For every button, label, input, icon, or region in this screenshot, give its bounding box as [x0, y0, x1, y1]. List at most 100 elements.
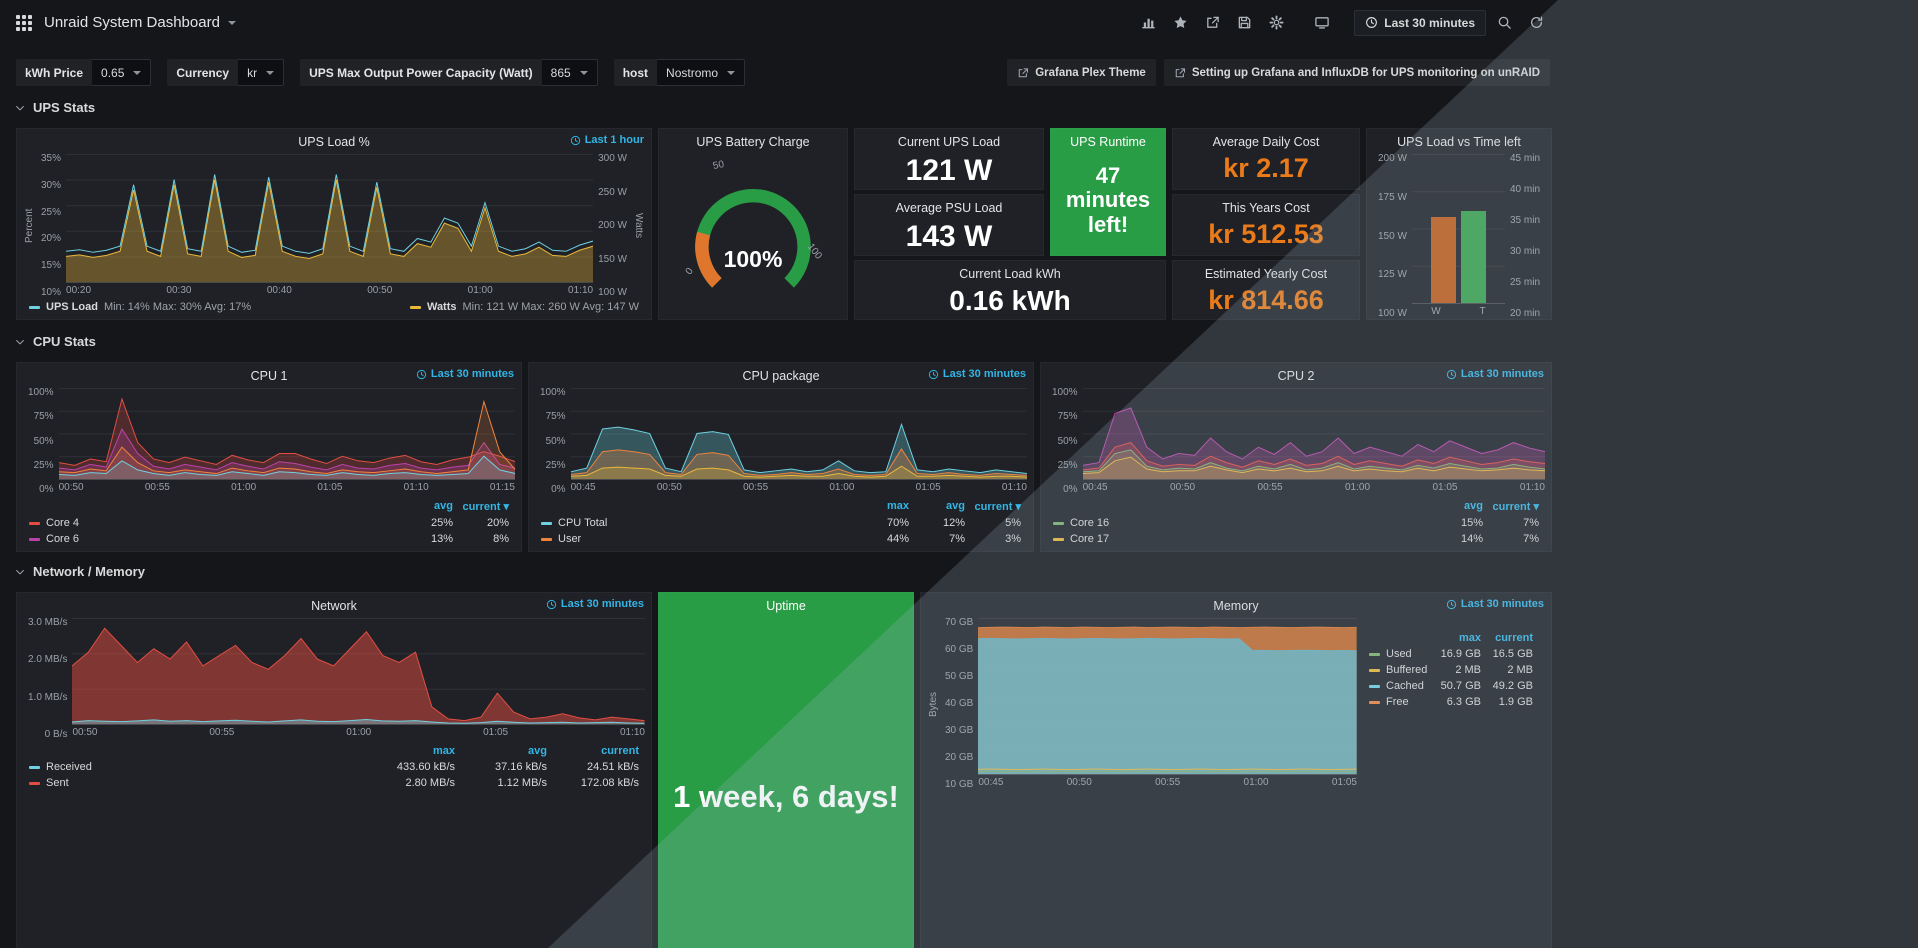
- tick-label: 0 B/s: [44, 728, 68, 740]
- legend-series-label[interactable]: CPU Total: [541, 517, 853, 529]
- refresh-button[interactable]: [1522, 10, 1550, 36]
- tick-label: 00:45: [978, 777, 1004, 788]
- link-setup-guide[interactable]: Setting up Grafana and InfluxDB for UPS …: [1163, 59, 1550, 86]
- time-series-chart: [58, 388, 515, 480]
- tick-label: 50%: [1057, 435, 1078, 447]
- legend-series-label[interactable]: Used: [1369, 648, 1429, 660]
- legend-column-header[interactable]: current ▾: [974, 501, 1021, 513]
- tick-label: 00:20: [66, 285, 92, 296]
- legend-swatch: [1053, 537, 1064, 541]
- variables-bar: kWh Price 0.65 Currency kr UPS Max Outpu…: [0, 45, 1566, 98]
- tick-label: 200 W: [1378, 153, 1407, 164]
- legend-series-label[interactable]: UPS Load Min: 14% Max: 30% Avg: 17%: [29, 301, 251, 313]
- x-axis-ticks: 00:45 00:50 00:55 01:00 01:05 01:10: [571, 480, 1027, 495]
- panel-title: Estimated Yearly Cost: [1204, 266, 1328, 281]
- tv-mode-button[interactable]: [1308, 10, 1336, 36]
- tick-label: W: [1431, 306, 1441, 317]
- y-axis-ticks: 70 GB 60 GB 50 GB 40 GB 30 GB 20 GB 10 GB: [940, 618, 978, 790]
- legend-swatch: [1369, 684, 1380, 688]
- variable-dropdown[interactable]: 0.65: [92, 59, 152, 86]
- legend-series-label[interactable]: Buffered: [1369, 664, 1429, 676]
- tick-label: T: [1479, 306, 1486, 317]
- legend-column-header[interactable]: max: [432, 745, 455, 757]
- external-link-icon: [1175, 67, 1185, 77]
- chart-legend: avg current ▾ Core 4 25% 20% Core 6 13% 8%: [17, 495, 521, 551]
- legend-series-label[interactable]: Sent: [29, 777, 363, 789]
- variable-dropdown[interactable]: Nostromo: [657, 59, 746, 86]
- variable-label: host: [613, 59, 658, 86]
- legend-column-header[interactable]: current: [1495, 632, 1533, 644]
- legend-column-header[interactable]: avg: [946, 500, 965, 512]
- tick-label: 60 GB: [945, 644, 974, 655]
- section-network-memory[interactable]: Network / Memory: [14, 564, 145, 579]
- legend-series-label[interactable]: Cached: [1369, 680, 1429, 692]
- legend-column-header[interactable]: avg: [434, 500, 453, 512]
- tick-label: 20 min: [1509, 308, 1540, 319]
- panel-title: CPU package: [742, 368, 820, 383]
- clock-icon: [1446, 599, 1456, 609]
- time-range-label: Last 30 minutes: [1384, 15, 1475, 30]
- legend-column-header[interactable]: current: [601, 745, 639, 757]
- legend-value: 8%: [493, 533, 509, 545]
- settings-button[interactable]: [1262, 10, 1290, 36]
- legend-column-header[interactable]: avg: [1464, 500, 1483, 512]
- legend-series-label[interactable]: Core 17: [1053, 533, 1427, 545]
- legend-series-label[interactable]: Received: [29, 761, 363, 773]
- panel-header[interactable]: UPS Runtime: [1070, 129, 1146, 154]
- legend-series-label[interactable]: User: [541, 533, 853, 545]
- panel-time-override: Last 30 minutes: [416, 368, 514, 380]
- legend-series-label[interactable]: Core 16: [1053, 517, 1427, 529]
- share-button[interactable]: [1198, 10, 1226, 36]
- panel-header[interactable]: Current UPS Load: [898, 129, 1000, 154]
- star-button[interactable]: [1166, 10, 1194, 36]
- panel-header[interactable]: Memory Last 30 minutes: [921, 593, 1551, 618]
- y-axis-ticks: 100% 75% 50% 25% 0%: [23, 388, 59, 495]
- panel-header[interactable]: UPS Load % Last 1 hour: [17, 129, 651, 154]
- panel-header[interactable]: CPU 1 Last 30 minutes: [17, 363, 521, 388]
- panel-header[interactable]: CPU 2 Last 30 minutes: [1041, 363, 1551, 388]
- save-button[interactable]: [1230, 10, 1258, 36]
- variable-dropdown[interactable]: kr: [238, 59, 285, 86]
- tick-label: 20 GB: [945, 752, 974, 763]
- panel-header[interactable]: Estimated Yearly Cost: [1205, 261, 1327, 286]
- tick-label: 01:00: [1243, 777, 1269, 788]
- panel-header[interactable]: Average PSU Load: [896, 195, 1003, 220]
- panel-header[interactable]: CPU package Last 30 minutes: [529, 363, 1033, 388]
- gauge-tick-mid: 50: [711, 158, 726, 173]
- panel-header[interactable]: Average Daily Cost: [1213, 129, 1320, 154]
- legend-series-label[interactable]: Core 6: [29, 533, 397, 545]
- variable-dropdown[interactable]: 865: [541, 59, 598, 86]
- add-panel-button[interactable]: [1134, 10, 1162, 36]
- panel-title: Average PSU Load: [895, 200, 1003, 215]
- tick-label: 01:05: [1432, 482, 1458, 493]
- zoom-out-button[interactable]: [1490, 10, 1518, 36]
- panel-header[interactable]: This Years Cost: [1222, 195, 1310, 220]
- panel-header[interactable]: Network Last 30 minutes: [17, 593, 651, 618]
- panel-header[interactable]: Current Load kWh: [959, 261, 1060, 286]
- link-grafana-plex-theme[interactable]: Grafana Plex Theme: [1007, 59, 1156, 86]
- legend-column-header[interactable]: current ▾: [462, 501, 509, 513]
- legend-series-label[interactable]: Free: [1369, 696, 1429, 708]
- panel-header[interactable]: Uptime: [766, 593, 806, 618]
- legend-column-header[interactable]: max: [886, 500, 909, 512]
- dashboard-title-menu[interactable]: Unraid System Dashboard: [44, 14, 236, 31]
- legend-column-header[interactable]: avg: [528, 745, 547, 757]
- gauge-value: 100%: [723, 246, 783, 273]
- legend-value: 16.9 GB: [1440, 648, 1481, 660]
- legend-series-label[interactable]: Watts Min: 121 W Max: 260 W Avg: 147 W: [409, 301, 639, 313]
- bar-chart: [1411, 154, 1505, 304]
- legend-column-header[interactable]: max: [1458, 632, 1481, 644]
- tick-label: 01:05: [1331, 777, 1357, 788]
- panel-header[interactable]: UPS Load vs Time left: [1367, 129, 1551, 154]
- apps-grid-icon[interactable]: [16, 14, 32, 31]
- panel-title: Network: [311, 598, 357, 613]
- legend-column-header[interactable]: current ▾: [1492, 501, 1539, 513]
- panel-header[interactable]: UPS Battery Charge: [659, 129, 847, 154]
- legend-series-label[interactable]: Core 4: [29, 517, 397, 529]
- section-cpu-stats[interactable]: CPU Stats: [14, 334, 96, 349]
- section-ups-stats[interactable]: UPS Stats: [14, 100, 95, 115]
- tick-label: 75%: [545, 411, 566, 423]
- y-axis-label-right: Watts: [633, 213, 644, 239]
- time-range-picker[interactable]: Last 30 minutes: [1354, 9, 1486, 36]
- page-title: Unraid System Dashboard: [44, 14, 220, 31]
